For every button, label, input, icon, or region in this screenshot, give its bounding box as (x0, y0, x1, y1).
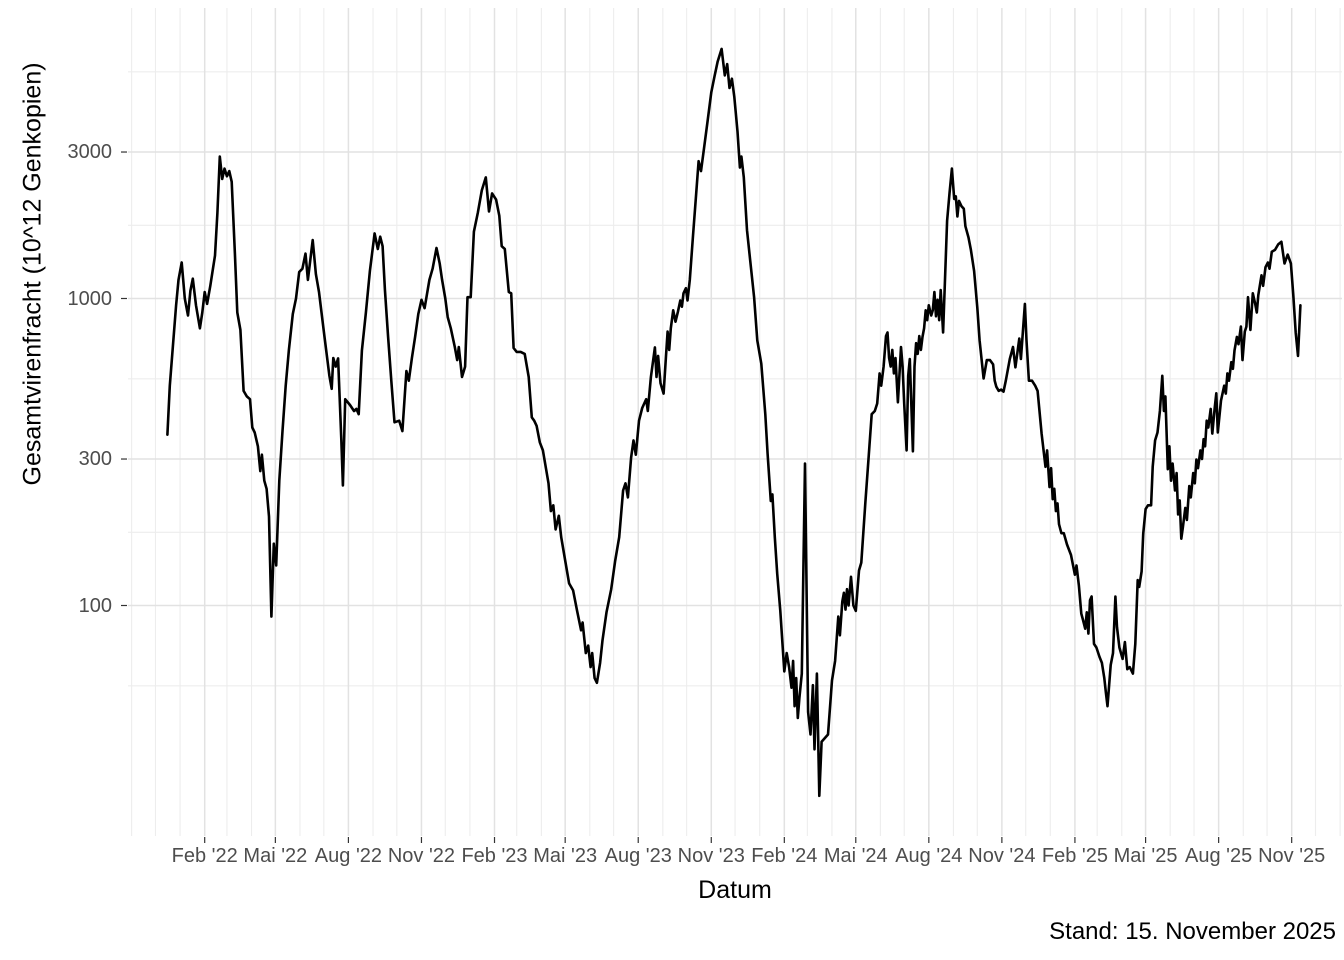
x-tick-label: Feb '25 (1041, 845, 1108, 867)
x-tick-label: Aug '24 (895, 845, 963, 867)
series-line (166, 47, 1302, 798)
caption-stand-date: Stand: 15. November 2025 (1049, 918, 1336, 945)
x-tick-label: Nov '23 (677, 845, 745, 867)
y-axis-title: Gesamtvirenfracht (10^12 Genkopien) (18, 62, 47, 486)
axis-tick-marks (121, 151, 1293, 843)
x-tick-label: Mai '22 (243, 845, 308, 867)
x-tick-label: Feb '24 (751, 845, 818, 867)
x-axis-title: Datum (698, 876, 772, 904)
x-tick-label: Nov '25 (1258, 845, 1326, 867)
x-tick-label: Aug '22 (314, 845, 383, 867)
x-tick-label: Nov '22 (387, 845, 456, 867)
x-tick-label: Mai '25 (1113, 845, 1178, 867)
x-tick-label: Mai '23 (533, 845, 598, 867)
x-tick-label: Feb '22 (171, 845, 238, 867)
y-tick-label: 1000 (67, 287, 113, 310)
y-tick-label: 100 (78, 594, 112, 617)
x-tick-label: Nov '24 (968, 845, 1036, 867)
x-tick-label: Mai '24 (823, 845, 888, 867)
x-tick-label: Feb '23 (461, 845, 528, 867)
x-tick-label: Aug '23 (604, 845, 672, 867)
x-tick-label: Aug '25 (1185, 845, 1253, 867)
y-tick-label: 300 (78, 448, 112, 471)
y-tick-label: 3000 (67, 141, 113, 164)
